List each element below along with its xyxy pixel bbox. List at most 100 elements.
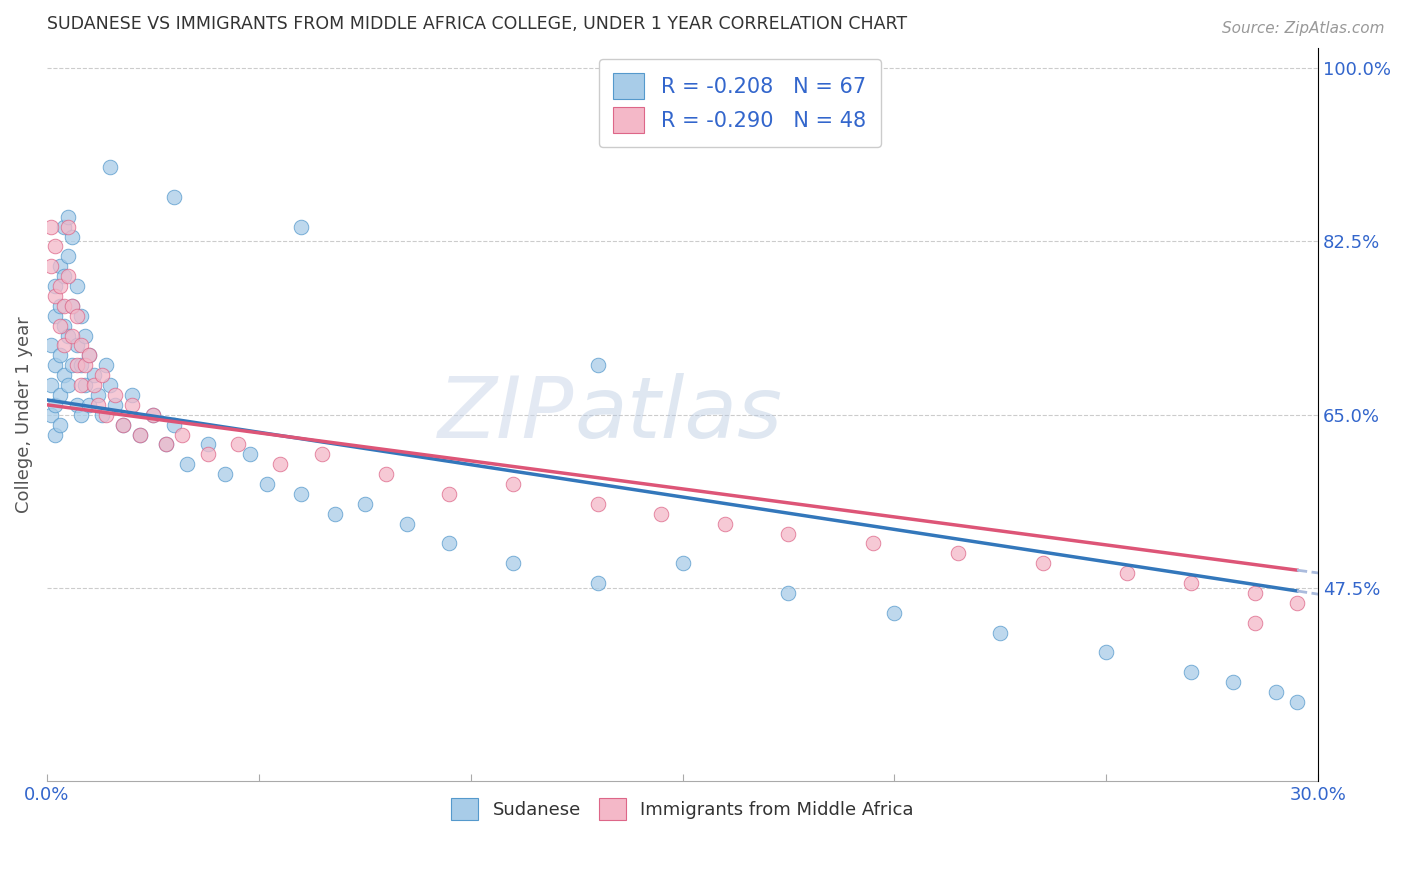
Point	[69, 309, 91, 323]
Y-axis label: College, Under 1 year: College, Under 1 year	[15, 317, 32, 513]
Point	[69, 358, 91, 372]
Point	[44, 239, 66, 253]
Point	[650, 507, 672, 521]
Text: atlas: atlas	[575, 373, 783, 456]
Point	[104, 388, 127, 402]
Point	[44, 398, 66, 412]
Point	[155, 437, 177, 451]
Point	[121, 398, 143, 412]
Point	[353, 497, 375, 511]
Point	[83, 368, 105, 383]
Point	[44, 279, 66, 293]
Point	[65, 338, 87, 352]
Point	[77, 348, 100, 362]
Point	[60, 299, 83, 313]
Point	[1285, 596, 1308, 610]
Point	[988, 625, 1011, 640]
Point	[56, 210, 79, 224]
Point	[60, 299, 83, 313]
Point	[52, 368, 75, 383]
Point	[714, 516, 737, 531]
Point	[44, 358, 66, 372]
Point	[100, 378, 122, 392]
Text: Source: ZipAtlas.com: Source: ZipAtlas.com	[1222, 21, 1385, 36]
Point	[69, 338, 91, 352]
Point	[39, 408, 62, 422]
Point	[1222, 675, 1244, 690]
Point	[39, 219, 62, 234]
Point	[226, 437, 249, 451]
Point	[396, 516, 419, 531]
Point	[671, 556, 693, 570]
Point	[439, 487, 461, 501]
Point	[87, 388, 110, 402]
Point	[52, 269, 75, 284]
Point	[502, 477, 524, 491]
Point	[56, 219, 79, 234]
Point	[1095, 645, 1118, 659]
Point	[586, 576, 609, 591]
Point	[155, 437, 177, 451]
Point	[73, 358, 96, 372]
Point	[311, 447, 333, 461]
Point	[163, 417, 186, 432]
Point	[778, 526, 800, 541]
Point	[142, 408, 165, 422]
Point	[1243, 586, 1265, 600]
Point	[56, 328, 79, 343]
Text: ZIP: ZIP	[439, 373, 575, 456]
Point	[1180, 665, 1202, 679]
Point	[52, 318, 75, 333]
Point	[290, 487, 312, 501]
Point	[77, 348, 100, 362]
Point	[1243, 615, 1265, 630]
Point	[269, 457, 291, 471]
Point	[56, 269, 79, 284]
Point	[214, 467, 236, 482]
Point	[323, 507, 346, 521]
Point	[883, 606, 905, 620]
Point	[48, 388, 70, 402]
Point	[121, 388, 143, 402]
Point	[60, 358, 83, 372]
Point	[91, 368, 114, 383]
Point	[52, 219, 75, 234]
Point	[1285, 695, 1308, 709]
Point	[48, 318, 70, 333]
Point	[439, 536, 461, 550]
Point	[862, 536, 884, 550]
Point	[44, 309, 66, 323]
Point	[239, 447, 262, 461]
Point	[73, 378, 96, 392]
Point	[112, 417, 135, 432]
Point	[256, 477, 278, 491]
Point	[65, 279, 87, 293]
Point	[69, 378, 91, 392]
Point	[96, 358, 118, 372]
Point	[1116, 566, 1139, 580]
Point	[586, 358, 609, 372]
Point	[56, 249, 79, 263]
Point	[60, 328, 83, 343]
Point	[39, 338, 62, 352]
Point	[502, 556, 524, 570]
Point	[77, 398, 100, 412]
Point	[586, 497, 609, 511]
Point	[69, 408, 91, 422]
Point	[65, 309, 87, 323]
Point	[129, 427, 152, 442]
Point	[73, 328, 96, 343]
Point	[112, 417, 135, 432]
Point	[48, 417, 70, 432]
Point	[1180, 576, 1202, 591]
Point	[197, 447, 219, 461]
Point	[52, 338, 75, 352]
Point	[129, 427, 152, 442]
Point	[39, 259, 62, 273]
Text: SUDANESE VS IMMIGRANTS FROM MIDDLE AFRICA COLLEGE, UNDER 1 YEAR CORRELATION CHAR: SUDANESE VS IMMIGRANTS FROM MIDDLE AFRIC…	[46, 15, 907, 33]
Point	[197, 437, 219, 451]
Point	[52, 299, 75, 313]
Point	[48, 299, 70, 313]
Point	[1032, 556, 1054, 570]
Point	[176, 457, 198, 471]
